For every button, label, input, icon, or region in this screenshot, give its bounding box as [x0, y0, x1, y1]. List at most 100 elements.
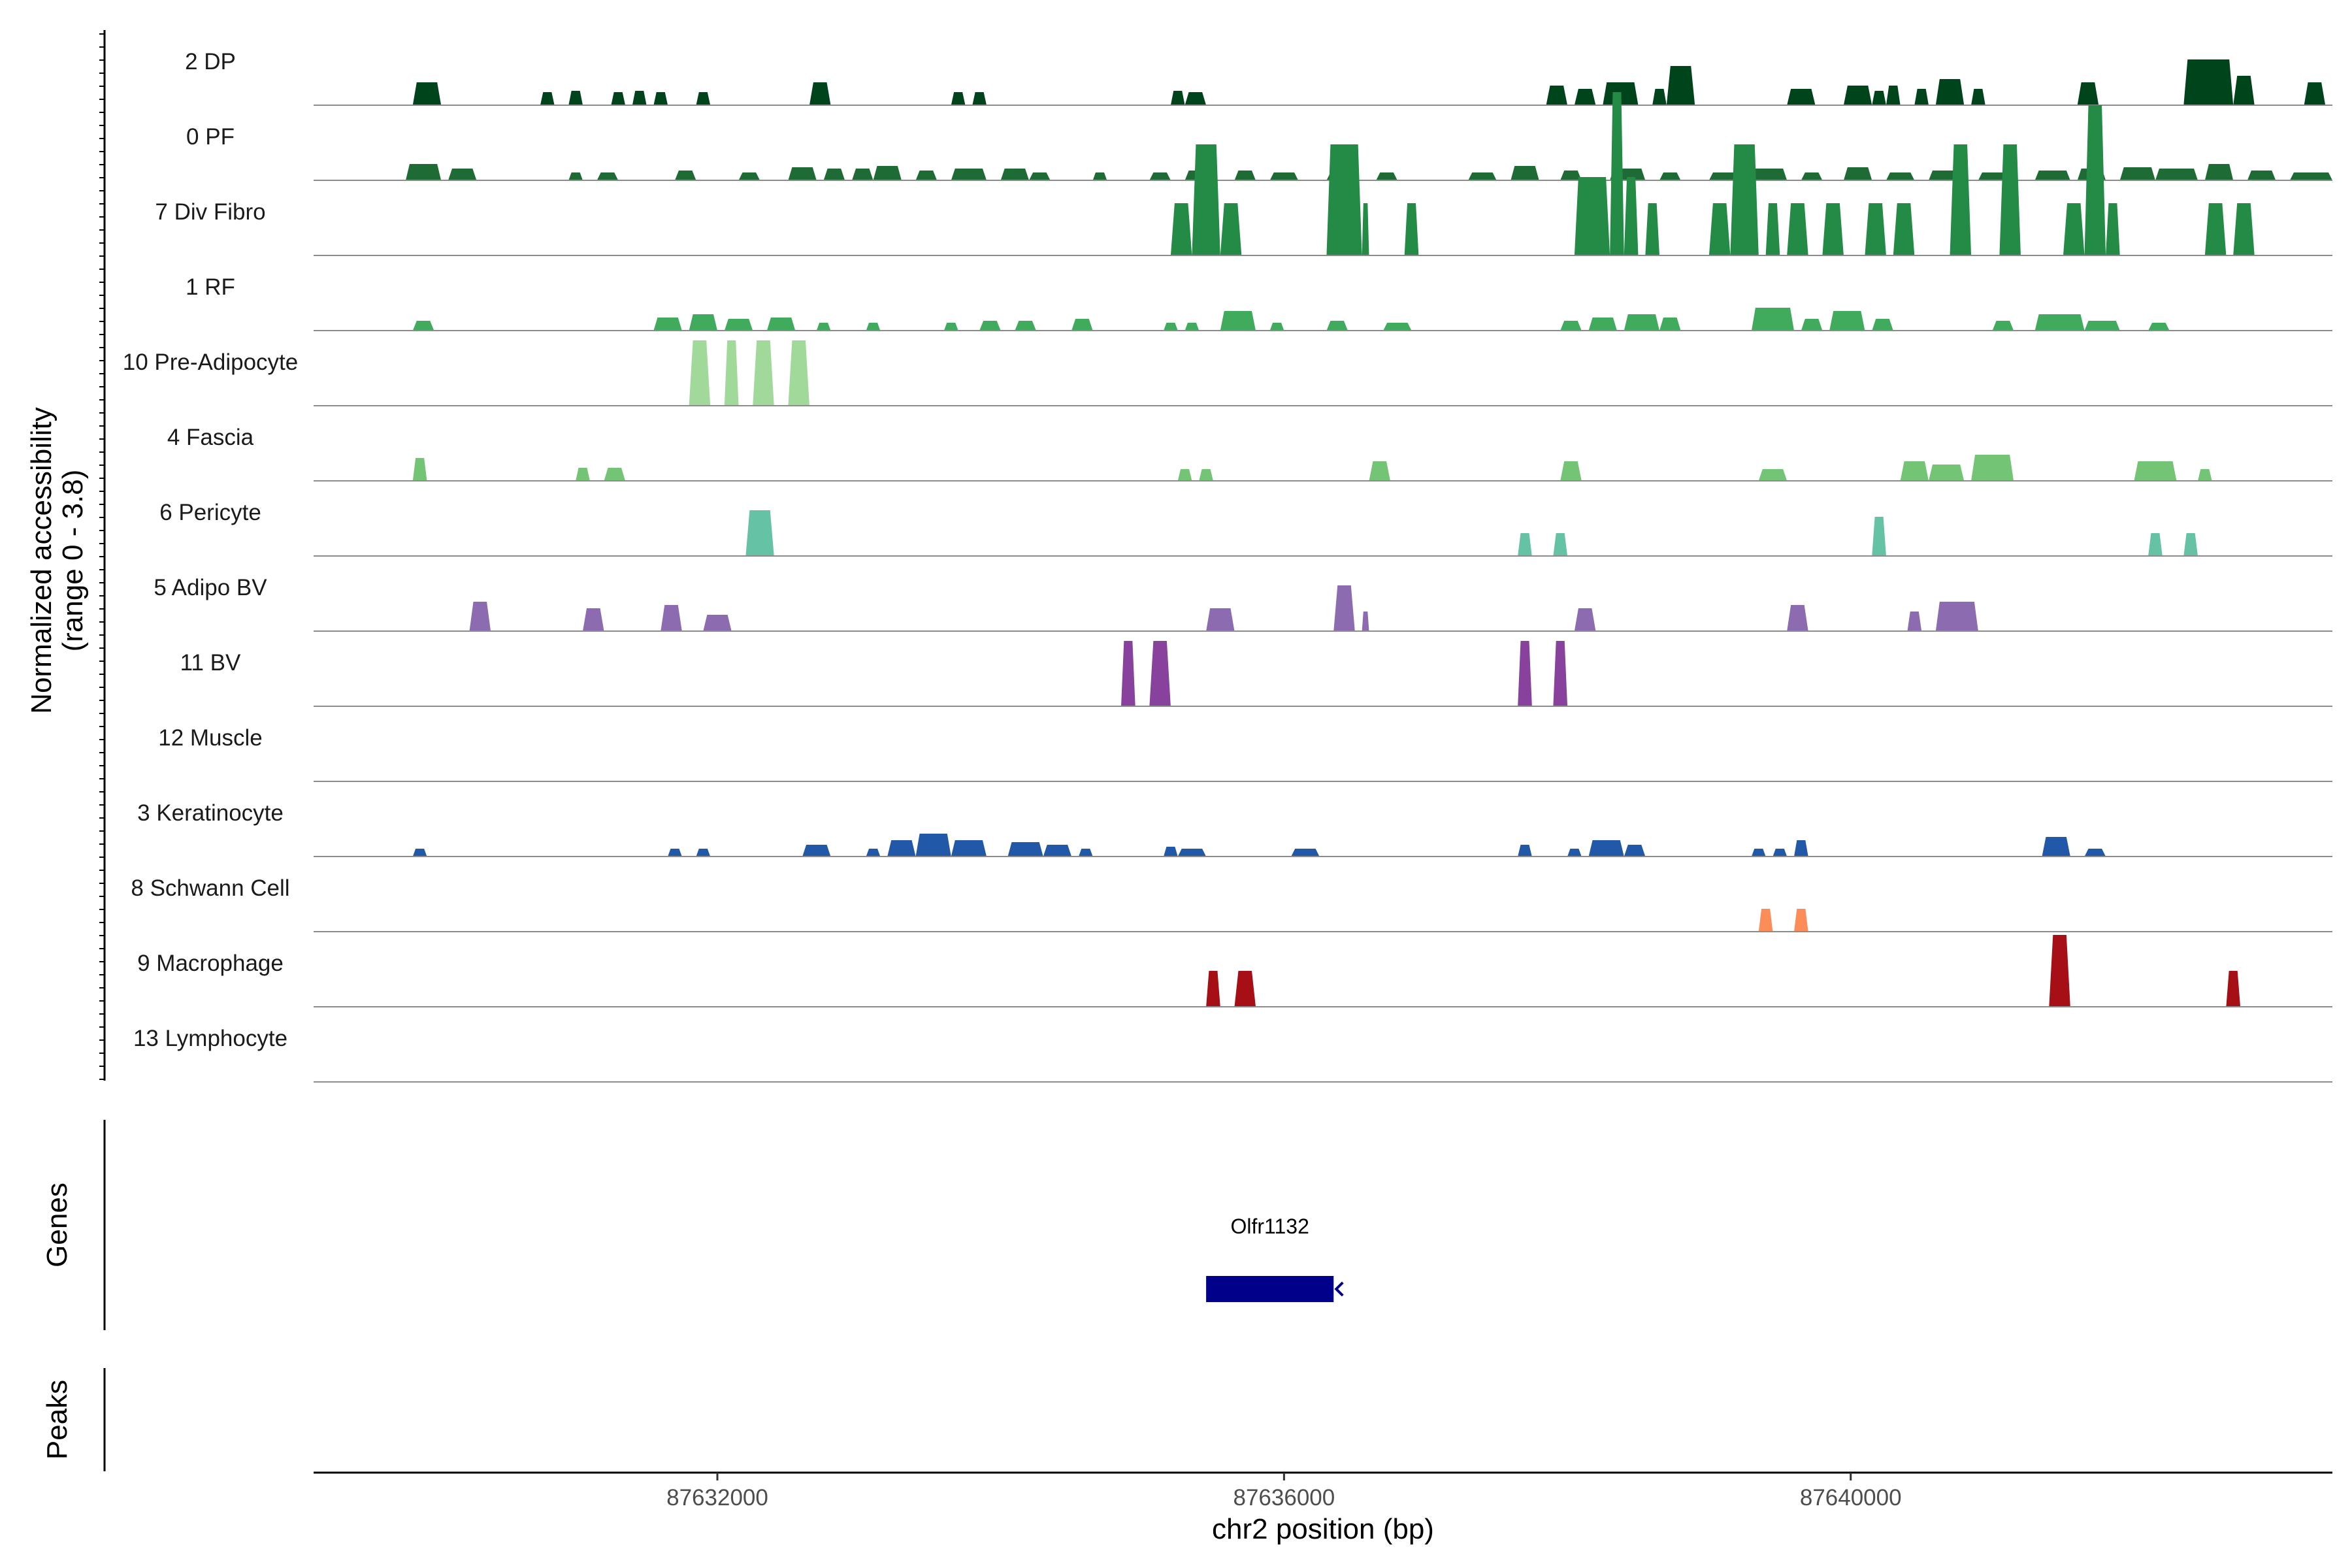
- coverage-tracks: 2 DP 0 PF 7 Div Fibro 1 RF 10 Pre-Adipocyte 4…: [123, 49, 2332, 1083]
- coverage-peak: [1574, 177, 1610, 255]
- coverage-peak: [596, 172, 619, 180]
- coverage-peak: [2247, 171, 2276, 180]
- coverage-peak: [1659, 318, 1681, 331]
- coverage-peak: [1751, 169, 1788, 180]
- coverage-peak: [1645, 203, 1659, 255]
- coverage-peak: [1872, 319, 1893, 331]
- coverage-peak: [568, 172, 583, 180]
- coverage-peak: [2289, 172, 2332, 180]
- x-tick-label: 87636000: [1233, 1485, 1335, 1511]
- coverage-peak: [689, 340, 711, 406]
- coverage-peak: [1177, 849, 1207, 857]
- coverage-peak: [1708, 172, 1738, 180]
- coverage-peak: [1659, 172, 1681, 180]
- coverage-peak: [979, 321, 1001, 331]
- coverage-peak: [1971, 89, 1985, 105]
- coverage-peak: [1092, 172, 1107, 180]
- coverage-peak: [823, 169, 845, 180]
- genes-panel-label: Genes: [41, 1183, 73, 1267]
- coverage-peak: [2063, 203, 2085, 255]
- coverage-peak: [951, 840, 987, 857]
- track-10: 3 Keratinocyte: [137, 800, 2332, 857]
- coverage-peak: [1574, 89, 1596, 105]
- coverage-peak: [1029, 172, 1051, 180]
- coverage-peak: [2049, 935, 2070, 1007]
- track-label: 9 Macrophage: [137, 951, 284, 976]
- track-label: 12 Muscle: [158, 725, 263, 751]
- coverage-peak: [788, 167, 817, 180]
- coverage-peak: [2034, 171, 2070, 180]
- coverage-peak: [915, 171, 938, 180]
- track-8: 11 BV: [180, 641, 2332, 707]
- coverage-peak: [2155, 169, 2198, 180]
- coverage-peak: [674, 171, 696, 180]
- coverage-peak: [576, 468, 590, 481]
- track-13: 13 Lymphocyte: [133, 1026, 2332, 1083]
- gene-strand-arrow: [1334, 1281, 1344, 1297]
- coverage-peak: [604, 468, 626, 481]
- coverage-peak: [653, 318, 682, 331]
- coverage-peak: [2084, 849, 2106, 857]
- coverage-peak: [1078, 849, 1093, 857]
- coverage-peak: [412, 321, 434, 331]
- coverage-peak: [1206, 971, 1220, 1007]
- coverage-peak: [1560, 171, 1582, 180]
- coverage-peak: [1369, 461, 1390, 481]
- coverage-peak: [1184, 92, 1207, 105]
- track-label: 7 Div Fibro: [155, 199, 265, 225]
- coverage-peak: [724, 340, 739, 406]
- coverage-peak: [1164, 323, 1178, 331]
- coverage-peak: [1999, 144, 2021, 255]
- coverage-peak: [696, 92, 711, 105]
- coverage-peak: [1234, 171, 1256, 180]
- coverage-peak: [1624, 845, 1646, 857]
- coverage-peak: [412, 458, 427, 481]
- coverage-peak: [1765, 203, 1780, 255]
- coverage-peak: [1914, 89, 1929, 105]
- coverage-peak: [745, 510, 774, 556]
- coverage-peak: [412, 849, 427, 857]
- coverage-peak: [1751, 849, 1766, 857]
- coverage-peak: [1071, 319, 1093, 331]
- coverage-peak: [1362, 612, 1369, 631]
- coverage-peak: [753, 340, 774, 406]
- track-label: 10 Pre-Adipocyte: [123, 350, 298, 375]
- coverage-peak: [2233, 76, 2255, 105]
- coverage-peak: [866, 323, 881, 331]
- track-label: 0 PF: [186, 124, 235, 150]
- coverage-peak: [1007, 842, 1043, 857]
- coverage-peak: [2233, 203, 2255, 255]
- coverage-peak: [1220, 203, 1242, 255]
- coverage-peak: [1574, 608, 1596, 631]
- peaks-panel-label: Peaks: [41, 1380, 73, 1460]
- coverage-peak: [2077, 82, 2099, 105]
- coverage-peak: [1362, 203, 1369, 255]
- coverage-peak: [696, 849, 711, 857]
- x-axis-title: chr2 position (bp): [1212, 1513, 1434, 1545]
- coverage-peak: [1935, 79, 1965, 105]
- coverage-peak: [2198, 469, 2212, 481]
- coverage-peak: [540, 92, 555, 105]
- coverage-peak: [1843, 86, 1872, 105]
- coverage-peak: [1872, 517, 1886, 556]
- coverage-peak: [873, 166, 902, 180]
- track-9: 12 Muscle: [158, 725, 2332, 782]
- coverage-peak: [2304, 82, 2326, 105]
- gene-label: Olfr1132: [1231, 1215, 1309, 1238]
- coverage-peak: [1865, 203, 1886, 255]
- coverage-peak: [2134, 461, 2177, 481]
- coverage-peak: [1610, 92, 1624, 255]
- coverage-peak: [1652, 89, 1667, 105]
- coverage-peak: [1900, 461, 1929, 481]
- coverage-peak: [1192, 144, 1220, 255]
- coverage-peak: [2106, 203, 2120, 255]
- coverage-peak: [1220, 311, 1256, 331]
- coverage-peak: [1170, 91, 1185, 105]
- coverage-peak: [1624, 177, 1639, 255]
- coverage-peak: [2148, 533, 2163, 556]
- track-label: 11 BV: [180, 650, 241, 676]
- coverage-peak: [1872, 91, 1886, 105]
- coverage-peak: [809, 82, 831, 105]
- track-5: 4 Fascia: [167, 425, 2332, 482]
